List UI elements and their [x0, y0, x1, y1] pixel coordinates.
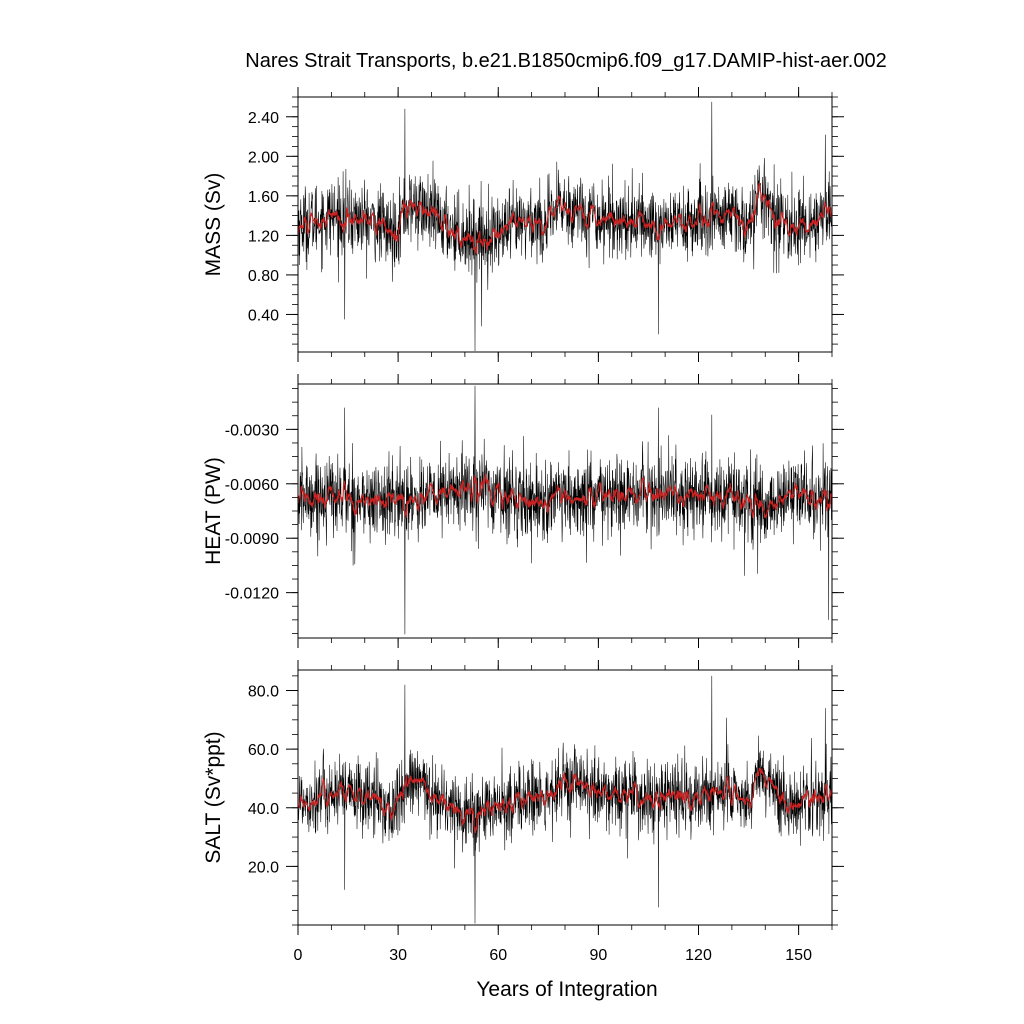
- figure-title: Nares Strait Transports, b.e21.B1850cmip…: [245, 50, 886, 72]
- heat-panel: -0.0120 -0.0090 -0.0060 -0.0030 HEAT (PW): [202, 374, 844, 648]
- salt-panel: 20.0 40.0 60.0 80.0 SALT (Sv*ppt) 0 30 60 90 120 1…: [202, 660, 844, 964]
- salt-y-tick-label: 60.0: [248, 742, 279, 759]
- x-tick-label: 150: [785, 947, 812, 964]
- heat-y-axis-label: HEAT (PW): [202, 457, 225, 565]
- mass-y-tick-label: 0.80: [248, 268, 279, 285]
- x-tick-label: 60: [489, 947, 507, 964]
- mass-y-tick-label: 2.40: [248, 110, 279, 127]
- x-tick-label: 30: [389, 947, 407, 964]
- x-tick-label: 120: [685, 947, 712, 964]
- x-axis-label: Years of Integration: [476, 978, 657, 1001]
- heat-y-tick-label: -0.0120: [225, 586, 279, 603]
- mass-y-tick-label: 1.60: [248, 189, 279, 206]
- heat-annual-mean-series: [298, 473, 832, 519]
- salt-y-axis-label: SALT (Sv*ppt): [202, 731, 225, 863]
- mass-y-axis-label: MASS (Sv): [202, 173, 225, 277]
- salt-y-tick-label: 40.0: [248, 801, 279, 818]
- heat-y-tick-label: -0.0030: [225, 422, 279, 439]
- mass-monthly-series: [298, 101, 832, 352]
- heat-y-tick-label: -0.0090: [225, 531, 279, 548]
- mass-panel: 0.40 0.80 1.20 1.60 2.00 2.40 MASS (Sv): [202, 87, 844, 362]
- x-tick-label: 0: [294, 947, 303, 964]
- x-tick-label: 90: [589, 947, 607, 964]
- salt-annual-mean-series: [298, 767, 832, 834]
- salt-y-tick-label: 80.0: [248, 684, 279, 701]
- mass-y-tick-label: 0.40: [248, 307, 279, 324]
- mass-y-tick-label: 1.20: [248, 228, 279, 245]
- mass-y-tick-label: 2.00: [248, 149, 279, 166]
- heat-y-tick-label: -0.0060: [225, 477, 279, 494]
- salt-y-tick-label: 20.0: [248, 859, 279, 876]
- mass-annual-mean-series: [298, 182, 832, 255]
